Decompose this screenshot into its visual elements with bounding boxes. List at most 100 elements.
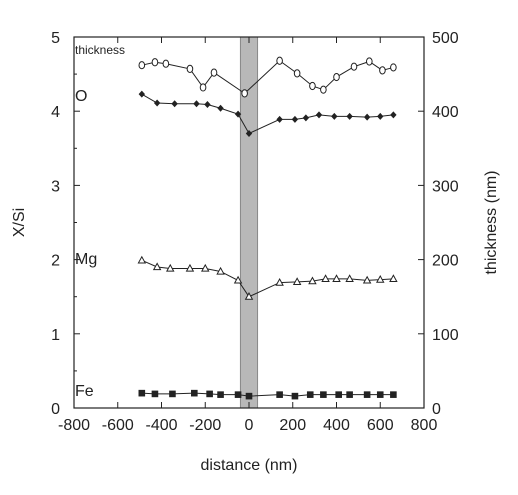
data-point (335, 391, 342, 398)
data-point (204, 101, 211, 109)
data-point (346, 391, 353, 398)
y-axis-right-title: thickness (nm) (483, 170, 500, 274)
data-point (234, 110, 242, 118)
data-point (315, 111, 323, 119)
series-label-fe: Fe (75, 383, 94, 400)
y-left-tick-label: 2 (51, 253, 60, 270)
data-point (376, 274, 385, 283)
data-point (275, 277, 284, 286)
data-point (276, 115, 283, 123)
data-point (138, 389, 146, 397)
data-point (376, 391, 384, 398)
series-label-thickness: thickness (75, 43, 125, 57)
series-line-o (141, 93, 394, 135)
data-point (276, 391, 283, 398)
data-point (363, 391, 371, 398)
x-tick-label: -600 (102, 417, 134, 434)
data-point (309, 81, 316, 91)
x-tick-label: 800 (411, 417, 438, 434)
y-left-tick-label: 4 (51, 104, 60, 121)
data-point (363, 113, 371, 121)
data-point (331, 112, 338, 120)
data-point (291, 115, 299, 123)
data-point (151, 58, 159, 67)
data-point (346, 112, 353, 120)
y-right-tick-label: 400 (432, 104, 459, 121)
data-point (169, 390, 176, 398)
y-right-tick-label: 500 (432, 30, 459, 47)
y-left-tick-label: 5 (51, 30, 60, 47)
data-point (162, 59, 170, 68)
x-tick-label: 0 (245, 417, 254, 434)
data-point (186, 64, 194, 74)
series-thickness (138, 56, 397, 98)
x-axis-title: distance (nm) (201, 457, 298, 474)
x-tick-label: -800 (58, 417, 90, 434)
data-point (321, 274, 330, 282)
y-left-tick-label: 0 (51, 401, 60, 418)
data-point (138, 90, 146, 98)
data-point (302, 114, 310, 122)
data-point (292, 277, 302, 285)
data-point (390, 111, 397, 119)
data-point (137, 255, 147, 264)
data-point (201, 263, 210, 272)
y-right-tick-label: 300 (432, 178, 459, 195)
data-point (193, 100, 200, 108)
y-right-tick-label: 200 (432, 253, 459, 270)
series-line-mg (141, 259, 394, 298)
y-left-tick-label: 3 (51, 178, 60, 195)
series-fe (138, 389, 397, 400)
data-point (308, 276, 317, 285)
data-point (390, 391, 397, 398)
data-point (245, 392, 253, 400)
data-point (320, 391, 327, 398)
data-point (345, 274, 354, 282)
data-point (320, 85, 327, 94)
series-label-o: O (75, 88, 87, 105)
series-line-fe (141, 392, 394, 397)
data-point (366, 57, 373, 66)
data-point (217, 104, 224, 112)
data-point (333, 72, 340, 82)
data-point (206, 390, 213, 398)
data-point (377, 112, 384, 120)
data-point (199, 83, 207, 92)
data-point (217, 391, 224, 398)
data-point (138, 61, 146, 70)
data-point (166, 263, 175, 272)
data-point (332, 274, 341, 282)
data-point (152, 262, 162, 271)
data-point (306, 391, 314, 398)
data-point (276, 56, 283, 65)
data-point (293, 69, 301, 78)
y-right-tick-label: 100 (432, 327, 459, 344)
data-point (350, 62, 358, 71)
data-point (171, 100, 178, 108)
data-point (389, 274, 398, 282)
y-left-tick-label: 1 (51, 327, 60, 344)
data-point (362, 275, 372, 284)
data-point (244, 292, 254, 300)
data-point (210, 68, 218, 77)
series-label-mg: Mg (75, 251, 97, 268)
data-point (153, 99, 161, 107)
data-point (379, 66, 386, 75)
x-tick-label: 600 (367, 417, 394, 434)
x-tick-label: -200 (189, 417, 221, 434)
series-o (138, 90, 397, 137)
data-point (216, 266, 225, 275)
data-point (233, 275, 243, 284)
y-right-tick-label: 0 (432, 401, 441, 418)
data-point (390, 63, 397, 72)
data-point (151, 390, 159, 398)
series-mg (137, 255, 398, 300)
data-point (234, 391, 242, 398)
data-point (291, 392, 299, 400)
x-tick-label: 200 (279, 417, 306, 434)
y-axis-left-title: X/Si (11, 208, 28, 237)
data-point (191, 389, 198, 397)
data-point (241, 89, 248, 98)
series-line-thickness (141, 60, 394, 95)
